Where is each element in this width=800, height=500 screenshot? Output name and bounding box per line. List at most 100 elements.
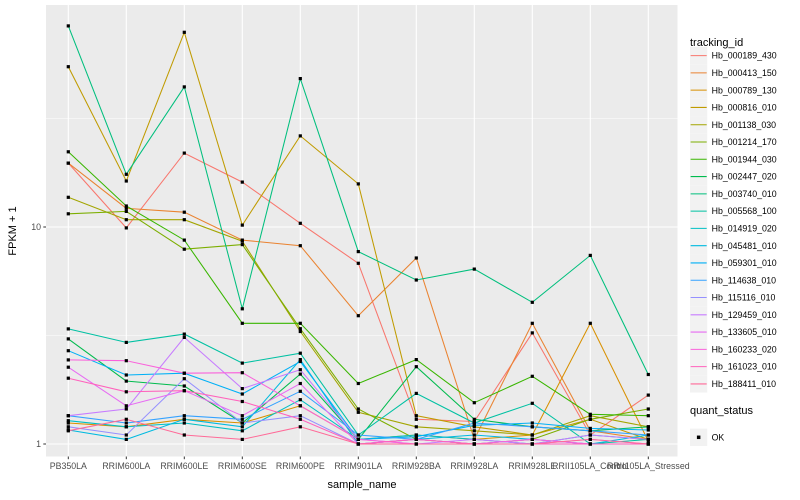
data-point [182, 238, 186, 242]
legend-item-label: Hb_059301_010 [712, 258, 777, 268]
data-point [240, 180, 244, 184]
legend-quant-status: OK [690, 428, 725, 446]
data-point [530, 421, 534, 425]
data-point [588, 437, 592, 441]
data-point [182, 218, 186, 222]
data-point [124, 433, 128, 437]
plot-panel [46, 5, 678, 457]
data-point [298, 327, 302, 331]
data-point [124, 404, 128, 408]
data-point [240, 429, 244, 433]
legend-item-Hb_005568_100: Hb_005568_100 [690, 202, 777, 220]
data-point [182, 151, 186, 155]
data-point [66, 425, 70, 429]
data-point [66, 358, 70, 362]
legend-item-label: Hb_005568_100 [712, 206, 777, 216]
data-point [472, 442, 476, 446]
data-point [240, 307, 244, 311]
legend-item-label: OK [712, 432, 725, 442]
data-point [646, 425, 650, 429]
data-point [182, 332, 186, 336]
data-point [298, 134, 302, 138]
x-tick-label: RRIM901LA [334, 461, 382, 471]
data-point [356, 407, 360, 411]
x-tick-label: RRIM600SE [218, 461, 267, 471]
data-point [298, 389, 302, 393]
data-point [646, 433, 650, 437]
data-point [66, 376, 70, 380]
data-point [530, 331, 534, 335]
data-point [530, 442, 534, 446]
legend-tracking-id: Hb_000189_430 Hb_000413_150 Hb_000789_130 H… [690, 46, 777, 393]
data-point [356, 261, 360, 265]
data-point [240, 361, 244, 365]
data-point [124, 206, 128, 210]
series-points-Hb_003740_010 [66, 24, 650, 377]
data-point [66, 24, 70, 28]
legend-item-Hb_000413_150: Hb_000413_150 [690, 64, 777, 82]
data-point [124, 421, 128, 425]
legend-item-Hb_160233_020: Hb_160233_020 [690, 340, 777, 358]
data-point [182, 377, 186, 381]
data-point [240, 392, 244, 396]
legend-item-label: Hb_003740_010 [712, 189, 777, 199]
data-point [240, 399, 244, 404]
x-tick-label: RRIM600PE [276, 461, 325, 471]
data-point [240, 223, 244, 227]
y-axis: 10 1 [31, 222, 46, 449]
data-point [646, 393, 650, 397]
data-point [298, 358, 302, 362]
data-point [588, 429, 592, 433]
data-point [414, 365, 418, 369]
data-point [414, 442, 418, 446]
legend-key-square-icon [696, 435, 701, 440]
legend-item-label: Hb_014919_020 [712, 224, 777, 234]
data-point [298, 381, 302, 386]
y-tick-label: 10 [31, 222, 41, 232]
legend-item-Hb_059301_010: Hb_059301_010 [690, 254, 777, 272]
data-point [182, 414, 186, 418]
legend-item-label: Hb_129459_010 [712, 310, 777, 320]
data-point [240, 387, 244, 391]
data-point [182, 417, 186, 421]
data-point [124, 209, 128, 213]
data-point [124, 340, 128, 344]
data-point [298, 77, 302, 81]
data-point [240, 425, 244, 429]
data-point [298, 414, 302, 418]
data-point [356, 410, 360, 414]
legend-item-Hb_000789_130: Hb_000789_130 [690, 81, 777, 99]
x-axis: PB350LA RRIM600LA RRIM600LE RRIM600SE RRIM60… [50, 456, 690, 471]
data-point [66, 65, 70, 69]
data-point [356, 182, 360, 186]
data-point [240, 437, 244, 441]
x-axis-title: sample_name [327, 479, 397, 491]
data-point [240, 417, 244, 421]
data-point [66, 337, 70, 341]
data-point [646, 428, 650, 432]
legend-item-Hb_000816_010: Hb_000816_010 [690, 98, 777, 117]
data-point [356, 442, 360, 446]
y-axis-title: FPKM + 1 [7, 206, 19, 256]
data-point [472, 267, 476, 271]
data-point [124, 226, 128, 230]
data-point [414, 433, 418, 437]
series-points-Hb_188411_010 [66, 417, 650, 446]
x-tick-label: RRII105LA_Stressed [607, 461, 690, 471]
legend-item-Hb_133605_010: Hb_133605_010 [690, 323, 777, 341]
data-point [356, 381, 360, 386]
legend-title-tracking-id: tracking_id [690, 37, 744, 49]
legend-item-label: Hb_161023_010 [712, 362, 777, 372]
legend-item-Hb_001944_030: Hb_001944_030 [690, 150, 777, 168]
data-point [646, 439, 650, 443]
legend-item-Hb_045481_010: Hb_045481_010 [690, 237, 777, 255]
data-point [298, 372, 302, 376]
data-point [66, 365, 70, 369]
legend-item-label: Hb_160233_020 [712, 344, 777, 354]
data-point [182, 247, 186, 251]
data-point [414, 278, 418, 282]
legend-item-Hb_002447_020: Hb_002447_020 [690, 167, 777, 186]
data-point [530, 321, 534, 325]
legend-item-Hb_000189_430: Hb_000189_430 [690, 46, 777, 65]
